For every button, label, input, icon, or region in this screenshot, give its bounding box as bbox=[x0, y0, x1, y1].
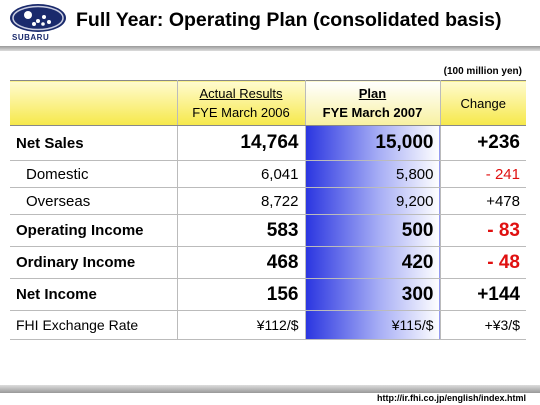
cell-value: 8,722 bbox=[177, 187, 306, 215]
brand: SUBARU bbox=[12, 33, 50, 42]
column-subtitle: FYE March 2007 bbox=[322, 105, 423, 120]
table-row: Operating Income 583 500- 83 bbox=[10, 214, 526, 247]
cell-value: 5,800 bbox=[305, 160, 441, 188]
cell-value: - 48 bbox=[440, 246, 526, 279]
logo bbox=[10, 4, 66, 32]
cell-value: +236 bbox=[440, 125, 526, 161]
cell-value: - 241 bbox=[440, 160, 526, 188]
row-label: Domestic bbox=[10, 160, 178, 188]
row-label: Net Income bbox=[10, 278, 178, 311]
unit: (100 million yen) bbox=[443, 66, 522, 77]
title: Full Year: Operating Plan (consolidated … bbox=[76, 9, 502, 31]
cell-value: 468 bbox=[177, 246, 306, 279]
rule bbox=[0, 46, 540, 51]
cell-value: 15,000 bbox=[305, 125, 441, 161]
cell-value: 6,041 bbox=[177, 160, 306, 188]
header-row: Actual Results FYE March 2006 Plan FYE Mar… bbox=[10, 80, 526, 126]
table-row: Net Sales 14,764 15,000 +236 bbox=[10, 125, 526, 161]
header-cell: Actual Results FYE March 2006 bbox=[177, 80, 306, 126]
cell-value: 300 bbox=[305, 278, 441, 311]
table-row: Domestic 6,041 5,800- 241 bbox=[10, 160, 526, 188]
row-label: FHI Exchange Rate bbox=[10, 310, 178, 340]
table: Actual Results FYE March 2006 Plan FYE Mar… bbox=[10, 80, 526, 340]
header-cell bbox=[10, 80, 178, 126]
header-cell: Change bbox=[440, 80, 526, 126]
footer-bar bbox=[0, 385, 540, 393]
table-row: Ordinary Income 468 420- 48 bbox=[10, 246, 526, 279]
header-cell: Plan FYE March 2007 bbox=[305, 80, 441, 126]
cell-value: +144 bbox=[440, 278, 526, 311]
table-row: Overseas 8,722 9,200 +478 bbox=[10, 187, 526, 215]
column-subtitle: FYE March 2006 bbox=[192, 105, 290, 120]
cell-value: ¥112/$ bbox=[177, 310, 306, 340]
cell-value: 9,200 bbox=[305, 187, 441, 215]
row-label: Ordinary Income bbox=[10, 246, 178, 279]
cell-value: 500 bbox=[305, 214, 441, 247]
cell-value: 156 bbox=[177, 278, 306, 311]
cell-value: ¥115/$ bbox=[305, 310, 441, 340]
row-label: Operating Income bbox=[10, 214, 178, 247]
column-title: Plan bbox=[358, 86, 387, 101]
table-row: FHI Exchange Rate ¥112/$ ¥115/$ +¥3/$ bbox=[10, 310, 526, 340]
cell-value: +¥3/$ bbox=[440, 310, 526, 340]
cell-value: 420 bbox=[305, 246, 441, 279]
column-title: Actual Results bbox=[199, 86, 283, 101]
row-label: Net Sales bbox=[10, 125, 178, 161]
cell-value: 14,764 bbox=[177, 125, 306, 161]
url: http://ir.fhi.co.jp/english/index.html bbox=[376, 393, 526, 403]
cell-value: 583 bbox=[177, 214, 306, 247]
row-label: Overseas bbox=[10, 187, 178, 215]
cell-value: +478 bbox=[440, 187, 526, 215]
table-row: Net Income 156 300 +144 bbox=[10, 278, 526, 311]
cell-value: - 83 bbox=[440, 214, 526, 247]
column-title: Change bbox=[460, 95, 507, 111]
